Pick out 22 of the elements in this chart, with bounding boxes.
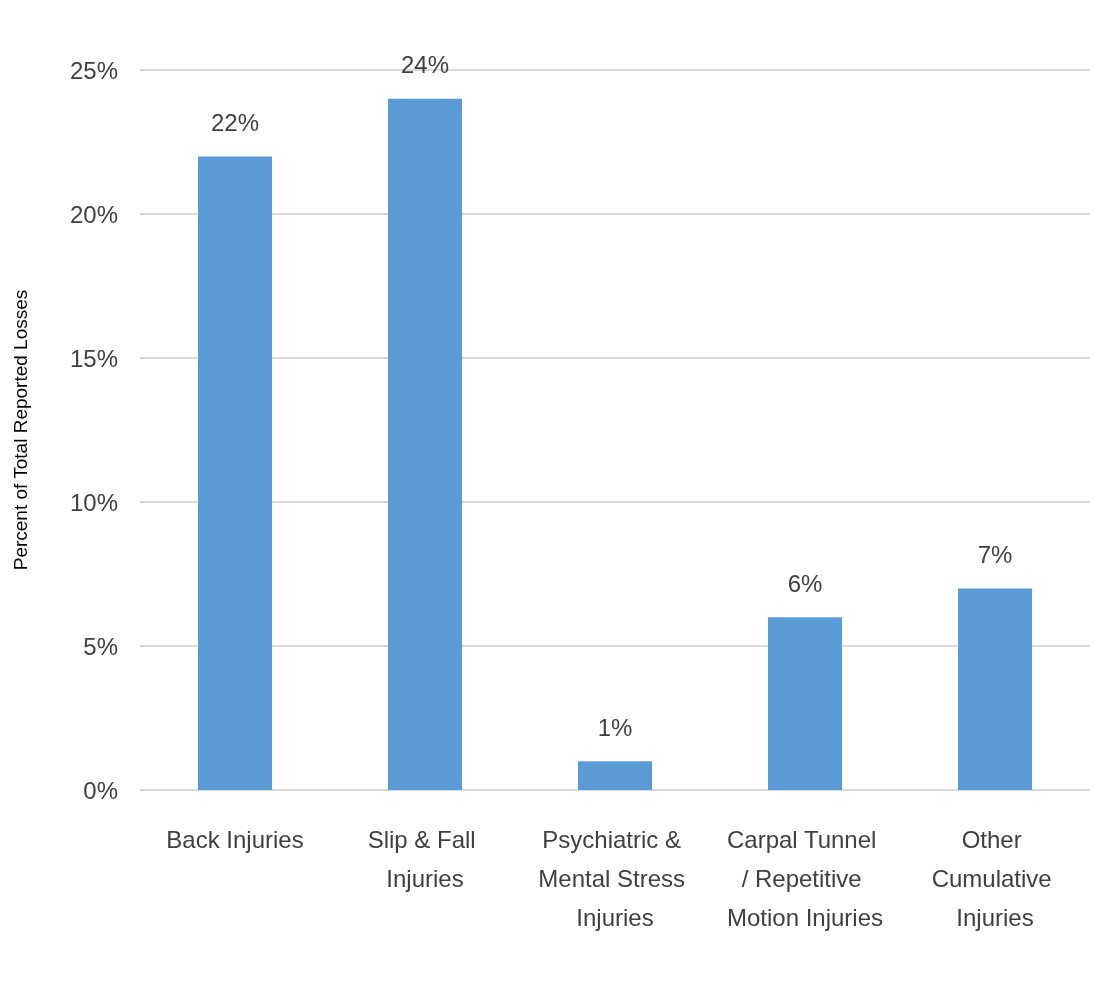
bar (958, 588, 1032, 790)
y-tick-label: 5% (83, 632, 118, 660)
x-tick-label: Back Injuries (166, 826, 304, 853)
data-label: 22% (210, 108, 260, 136)
data-label: 6% (787, 569, 823, 597)
bar (198, 156, 272, 790)
x-tick-label: Slip & Fall Injuries (367, 826, 483, 892)
data-label: 24% (400, 51, 450, 79)
x-tick-label: Carpal Tunnel / Repetitive Motion Injuries (726, 826, 884, 931)
data-label: 1% (597, 713, 633, 741)
bar (388, 98, 462, 790)
bar (578, 761, 652, 790)
y-tick-label: 0% (83, 776, 118, 804)
data-label: 7% (977, 540, 1013, 568)
y-axis-title: Percent of Total Reported Losses (10, 289, 31, 571)
y-tick-label: 25% (69, 56, 118, 84)
y-tick-label: 20% (69, 200, 118, 228)
y-tick-label: 15% (69, 344, 118, 372)
x-tick-label: Psychiatric & Mental Stress Injuries (538, 826, 692, 931)
y-tick-label: 10% (69, 488, 118, 516)
bar (768, 617, 842, 790)
x-tick-label: Other Cumulative Injuries (931, 826, 1059, 931)
